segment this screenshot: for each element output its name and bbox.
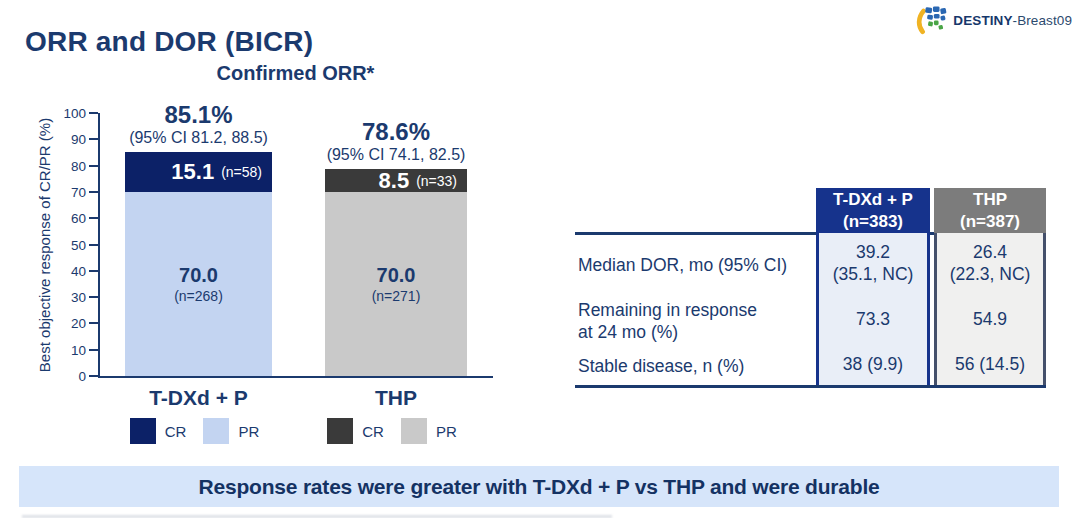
y-tick-label: 20 bbox=[71, 316, 86, 331]
y-tick-label: 30 bbox=[71, 290, 86, 305]
pr-value: 70.0 bbox=[377, 264, 416, 286]
logo-brand: DESTINY bbox=[953, 13, 1012, 28]
cell-stable-disease-thp: 56 (14.5) bbox=[937, 345, 1043, 385]
dor-table: Median DOR, mo (95% CI) Remaining in res… bbox=[575, 188, 1046, 388]
destiny-breast09-logo-icon bbox=[916, 6, 948, 35]
bar-segment-pr: 70.0 (n=271) bbox=[325, 192, 467, 376]
bar-segment-cr: 8.5 (n=33) bbox=[325, 169, 467, 192]
x-axis-label-thp: THP bbox=[325, 386, 467, 410]
plot-area: 85.1% (95% CI 81.2, 88.5) 15.1 (n=58) 70… bbox=[98, 113, 493, 378]
logo-suffix: -Breast09 bbox=[1013, 13, 1072, 28]
x-axis-label-tdxd-p: T-DXd + P bbox=[125, 386, 272, 410]
cr-value: 8.5 bbox=[379, 170, 410, 192]
y-tick-mark bbox=[89, 112, 98, 114]
legend-label-cr: CR bbox=[362, 423, 384, 440]
y-tick-label: 10 bbox=[71, 343, 86, 358]
legend-label-cr: CR bbox=[165, 423, 187, 440]
cell-stable-disease-tdxd: 38 (9.9) bbox=[819, 345, 927, 385]
y-tick-mark bbox=[89, 322, 98, 324]
cr-count: (n=58) bbox=[221, 165, 262, 179]
cr-value: 15.1 bbox=[171, 161, 214, 183]
cr-count: (n=33) bbox=[416, 174, 457, 188]
cell-remaining-tdxd: 73.3 bbox=[819, 295, 927, 345]
logo-text: DESTINY-Breast09 bbox=[953, 13, 1072, 28]
chart-title: Confirmed ORR* bbox=[98, 62, 493, 85]
legend-swatch-pr bbox=[203, 418, 229, 444]
y-tick-label: 80 bbox=[71, 159, 86, 174]
y-tick-mark bbox=[89, 191, 98, 193]
bar-group-tdxd-p: 85.1% (95% CI 81.2, 88.5) 15.1 (n=58) 70… bbox=[125, 113, 272, 376]
y-tick-label: 100 bbox=[63, 106, 86, 121]
y-tick-label: 0 bbox=[78, 369, 86, 384]
y-tick-label: 50 bbox=[71, 238, 86, 253]
row-label-stable-disease: Stable disease, n (%) bbox=[578, 347, 813, 387]
y-tick-label: 70 bbox=[71, 185, 86, 200]
column-body-thp: 26.4 (22.3, NC) 54.9 56 (14.5) bbox=[934, 233, 1046, 385]
row-label-remaining-response: Remaining in response at 24 mo (%) bbox=[578, 297, 813, 347]
orr-total-label-tdxd-p: 85.1% (95% CI 81.2, 88.5) bbox=[113, 102, 284, 148]
cell-median-dor-thp: 26.4 (22.3, NC) bbox=[937, 233, 1043, 295]
orr-percent: 78.6% bbox=[313, 119, 479, 145]
stacked-bar-tdxd-p: 15.1 (n=58) 70.0 (n=268) bbox=[125, 152, 272, 376]
pr-count: (n=268) bbox=[174, 288, 223, 305]
y-axis-label: Best objective response of CR/PR (%) bbox=[36, 118, 53, 372]
table-row-labels: Median DOR, mo (95% CI) Remaining in res… bbox=[578, 235, 813, 387]
y-tick-mark bbox=[89, 138, 98, 140]
y-tick-label: 60 bbox=[71, 211, 86, 226]
stacked-bar-thp: 8.5 (n=33) 70.0 (n=271) bbox=[325, 169, 467, 376]
y-tick-mark bbox=[89, 217, 98, 219]
y-tick-mark bbox=[89, 165, 98, 167]
y-tick-mark bbox=[89, 244, 98, 246]
legend-thp: CR PR bbox=[305, 418, 487, 444]
cell-median-dor-tdxd: 39.2 (35.1, NC) bbox=[819, 233, 927, 295]
conclusion-banner: Response rates were greater with T-DXd +… bbox=[19, 466, 1059, 507]
y-tick-mark bbox=[89, 375, 98, 377]
column-body-tdxd-p: 39.2 (35.1, NC) 73.3 38 (9.9) bbox=[816, 233, 930, 385]
bar-segment-cr: 15.1 (n=58) bbox=[125, 152, 272, 192]
y-tick-mark bbox=[89, 296, 98, 298]
conclusion-text: Response rates were greater with T-DXd +… bbox=[198, 475, 879, 499]
cell-remaining-thp: 54.9 bbox=[937, 295, 1043, 345]
destiny-breast09-logo: DESTINY-Breast09 bbox=[916, 6, 1072, 35]
legend-tdxd-p: CR PR bbox=[105, 418, 292, 444]
table-column-thp: THP (n=387) 26.4 (22.3, NC) 54.9 56 (14.… bbox=[934, 188, 1046, 385]
y-tick-mark bbox=[89, 349, 98, 351]
legend-swatch-pr bbox=[401, 418, 427, 444]
legend-label-pr: PR bbox=[436, 423, 457, 440]
legend-swatch-cr bbox=[130, 418, 156, 444]
orr-total-label-thp: 78.6% (95% CI 74.1, 82.5) bbox=[313, 119, 479, 165]
pr-value: 70.0 bbox=[179, 264, 218, 286]
column-header-thp: THP (n=387) bbox=[934, 188, 1046, 233]
orr-confidence-interval: (95% CI 81.2, 88.5) bbox=[113, 128, 284, 148]
table-column-tdxd-p: T-DXd + P (n=383) 39.2 (35.1, NC) 73.3 3… bbox=[816, 188, 930, 385]
bar-segment-pr: 70.0 (n=268) bbox=[125, 192, 272, 376]
row-label-median-dor: Median DOR, mo (95% CI) bbox=[578, 235, 813, 297]
orr-confidence-interval: (95% CI 74.1, 82.5) bbox=[313, 145, 479, 165]
page-title: ORR and DOR (BICR) bbox=[25, 26, 313, 58]
pr-count: (n=271) bbox=[372, 288, 421, 305]
legend-swatch-cr bbox=[327, 418, 353, 444]
column-header-tdxd-p: T-DXd + P (n=383) bbox=[816, 188, 930, 233]
slide: DESTINY-Breast09 ORR and DOR (BICR) Conf… bbox=[0, 0, 1080, 518]
y-tick-mark bbox=[89, 270, 98, 272]
orr-percent: 85.1% bbox=[113, 102, 284, 128]
y-tick-label: 40 bbox=[71, 264, 86, 279]
legend-label-pr: PR bbox=[238, 423, 259, 440]
bar-group-thp: 78.6% (95% CI 74.1, 82.5) 8.5 (n=33) 70.… bbox=[325, 113, 467, 376]
y-tick-label: 90 bbox=[71, 132, 86, 147]
